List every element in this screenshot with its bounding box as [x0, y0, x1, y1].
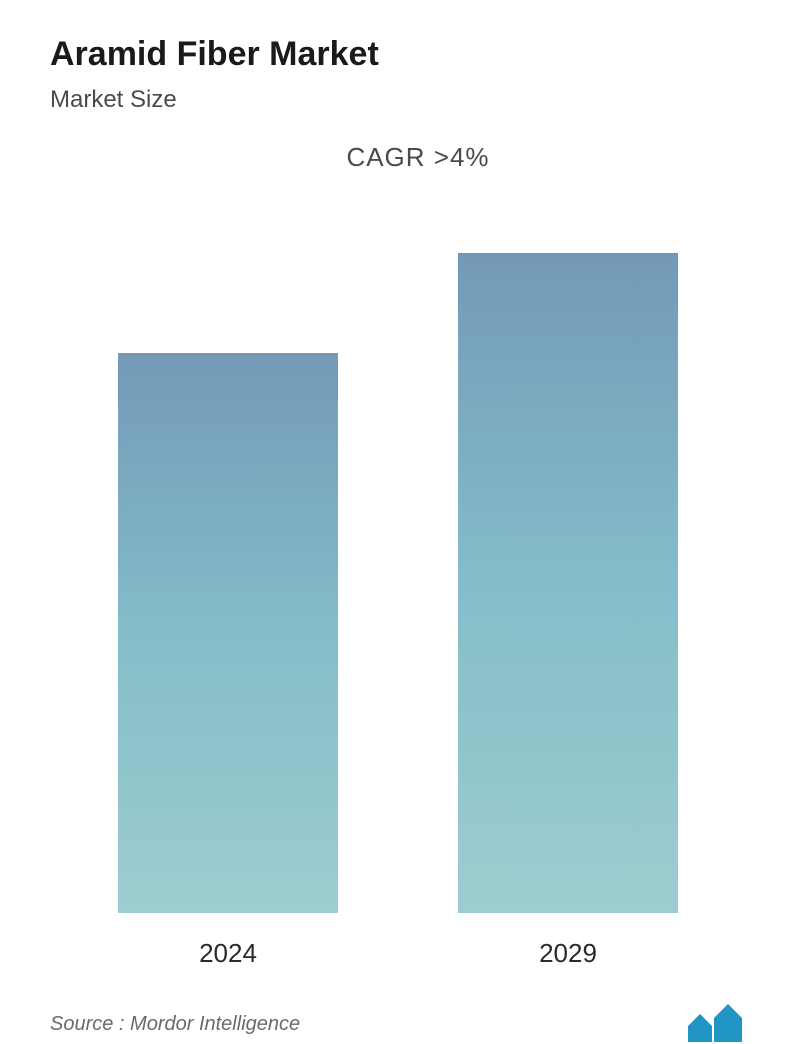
bar-label-2029: 2029: [539, 938, 597, 969]
bar-2024: [118, 353, 338, 913]
chart-subtitle: Market Size: [50, 86, 746, 114]
bar-group-2029: 2029: [458, 253, 678, 969]
chart-container: Aramid Fiber Market Market Size CAGR >4%…: [0, 0, 796, 1034]
bar-2029: [458, 253, 678, 913]
brand-logo-icon: [686, 1004, 746, 1044]
bar-label-2024: 2024: [199, 938, 257, 969]
chart-area: 2024 2029: [50, 253, 746, 969]
footer: Source : Mordor Intelligence: [50, 989, 746, 1044]
cagr-label: CAGR >4%: [90, 142, 746, 173]
source-text: Source : Mordor Intelligence: [50, 1013, 300, 1036]
chart-title: Aramid Fiber Market: [50, 35, 746, 74]
bar-group-2024: 2024: [118, 353, 338, 969]
